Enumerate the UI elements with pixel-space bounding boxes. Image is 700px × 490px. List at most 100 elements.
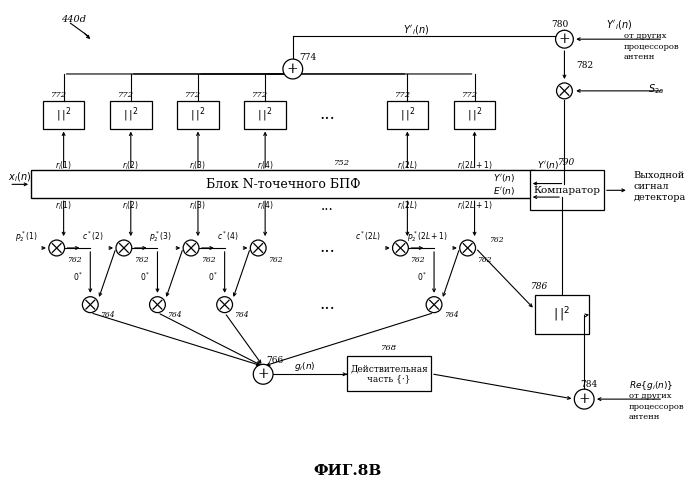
Text: 762: 762 xyxy=(66,256,81,264)
Text: $c^*(2L)$: $c^*(2L)$ xyxy=(355,229,381,243)
Text: 752: 752 xyxy=(334,159,350,168)
Text: $r_i(2)$: $r_i(2)$ xyxy=(122,200,139,213)
Circle shape xyxy=(116,240,132,256)
Text: 764: 764 xyxy=(444,311,458,319)
Text: 772: 772 xyxy=(185,91,201,99)
Bar xyxy=(177,101,218,129)
Text: $|\,|^2$: $|\,|^2$ xyxy=(258,105,273,124)
Circle shape xyxy=(253,365,273,384)
Text: сигнал: сигнал xyxy=(634,182,669,191)
Text: $r_i(2)$: $r_i(2)$ xyxy=(122,159,139,171)
Text: Действительная
часть {·}: Действительная часть {·} xyxy=(350,364,428,384)
Text: 440d: 440d xyxy=(61,15,85,24)
Text: 772: 772 xyxy=(395,91,411,99)
Text: $|\,|^2$: $|\,|^2$ xyxy=(190,105,206,124)
Text: 780: 780 xyxy=(551,20,568,29)
Text: 772: 772 xyxy=(252,91,268,99)
Text: $r_i(3)$: $r_i(3)$ xyxy=(190,200,206,213)
Text: $x_i(n)$: $x_i(n)$ xyxy=(8,171,31,184)
Bar xyxy=(386,101,428,129)
Text: $|\,|^2$: $|\,|^2$ xyxy=(467,105,482,124)
Circle shape xyxy=(283,59,302,79)
Text: $0^*$: $0^*$ xyxy=(417,270,428,283)
Text: 772: 772 xyxy=(51,91,67,99)
Text: 786: 786 xyxy=(531,282,548,291)
Text: $r_i(4)$: $r_i(4)$ xyxy=(257,200,274,213)
Bar xyxy=(347,356,431,391)
Text: 772: 772 xyxy=(462,91,478,99)
Text: $r_i(4)$: $r_i(4)$ xyxy=(257,159,274,171)
Text: $Y'(n)$: $Y'(n)$ xyxy=(538,159,559,171)
Text: $c^*(2)$: $c^*(2)$ xyxy=(83,229,104,243)
Text: $p_2^*(2L+1)$: $p_2^*(2L+1)$ xyxy=(407,229,448,244)
Text: +: + xyxy=(559,32,570,46)
Text: $r_i(1)$: $r_i(1)$ xyxy=(55,159,72,171)
Text: +: + xyxy=(258,368,269,381)
Text: $p_2^*(3)$: $p_2^*(3)$ xyxy=(149,229,172,244)
Text: ...: ... xyxy=(319,240,335,256)
Text: антенн: антенн xyxy=(629,413,660,421)
Circle shape xyxy=(556,83,573,99)
Circle shape xyxy=(574,389,594,409)
Text: Компаратор: Компаратор xyxy=(533,186,601,195)
Text: 762: 762 xyxy=(134,256,148,264)
Text: $p_2^*(1)$: $p_2^*(1)$ xyxy=(15,229,37,244)
Text: $Re\{g_i(n)\}$: $Re\{g_i(n)\}$ xyxy=(629,379,673,392)
Text: ФИГ.8В: ФИГ.8В xyxy=(313,464,382,478)
Text: $|\,|^2$: $|\,|^2$ xyxy=(123,105,139,124)
Text: 764: 764 xyxy=(100,311,115,319)
Bar xyxy=(454,101,496,129)
Text: 764: 764 xyxy=(167,311,182,319)
Text: $r_i(2L)$: $r_i(2L)$ xyxy=(397,159,418,171)
Text: ...: ... xyxy=(321,199,334,213)
Circle shape xyxy=(393,240,408,256)
Text: $0^*$: $0^*$ xyxy=(74,270,84,283)
Circle shape xyxy=(251,240,266,256)
Text: 784: 784 xyxy=(580,380,598,389)
Text: 764: 764 xyxy=(234,311,249,319)
Bar xyxy=(43,101,85,129)
Text: +: + xyxy=(287,62,299,76)
Text: 766: 766 xyxy=(267,356,284,365)
Circle shape xyxy=(150,297,165,313)
Text: $0^*$: $0^*$ xyxy=(207,270,218,283)
Text: 762: 762 xyxy=(410,256,425,264)
Text: антенн: антенн xyxy=(624,53,655,61)
Text: $|\,|^2$: $|\,|^2$ xyxy=(400,105,415,124)
Text: $r_i(2L)$: $r_i(2L)$ xyxy=(397,200,418,213)
Text: $c^*(4)$: $c^*(4)$ xyxy=(217,229,239,243)
Text: 790: 790 xyxy=(559,158,575,167)
Text: от других: от других xyxy=(624,32,666,40)
Text: $r_i(1)$: $r_i(1)$ xyxy=(55,200,72,213)
Text: $S_{2a}$: $S_{2a}$ xyxy=(648,82,664,96)
Text: 768: 768 xyxy=(381,344,397,352)
Text: 774: 774 xyxy=(299,52,316,62)
Text: 762: 762 xyxy=(201,256,216,264)
Text: $Y'_i(n)$: $Y'_i(n)$ xyxy=(403,24,429,37)
Text: $|\,|^2$: $|\,|^2$ xyxy=(554,305,570,324)
Bar xyxy=(244,101,286,129)
Text: $g_i(n)$: $g_i(n)$ xyxy=(294,360,316,373)
Bar xyxy=(110,101,151,129)
Text: +: + xyxy=(578,392,590,406)
Text: ...: ... xyxy=(319,106,335,123)
Circle shape xyxy=(426,297,442,313)
Text: процессоров: процессоров xyxy=(624,43,679,51)
Circle shape xyxy=(460,240,475,256)
Circle shape xyxy=(49,240,64,256)
Text: $0^*$: $0^*$ xyxy=(141,270,151,283)
Text: $r_i(2L+1)$: $r_i(2L+1)$ xyxy=(457,159,492,171)
Bar xyxy=(535,294,589,335)
Text: 762: 762 xyxy=(268,256,283,264)
Text: 782: 782 xyxy=(576,61,594,70)
Text: детектора: детектора xyxy=(634,193,686,202)
Text: $|\,|^2$: $|\,|^2$ xyxy=(56,105,71,124)
Text: $r_i(2L+1)$: $r_i(2L+1)$ xyxy=(457,200,492,213)
Circle shape xyxy=(217,297,232,313)
Bar xyxy=(31,171,535,198)
Text: 762: 762 xyxy=(489,236,503,244)
Text: Выходной: Выходной xyxy=(634,171,685,180)
Text: 772: 772 xyxy=(118,91,134,99)
Text: 762: 762 xyxy=(477,256,492,264)
Text: $E'(n)$: $E'(n)$ xyxy=(493,185,515,197)
